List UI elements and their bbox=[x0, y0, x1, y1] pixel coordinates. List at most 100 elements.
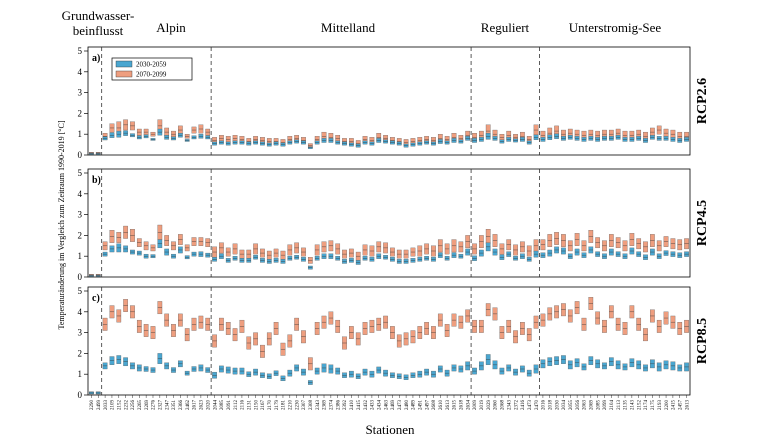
station-label: 2410 bbox=[350, 400, 355, 411]
scenario-label: RCP8.5 bbox=[695, 318, 710, 364]
panel-RCP2.6: 0 1 2 3 4 5 a) RCP2.6 bbox=[78, 46, 711, 160]
station-label: 2276 bbox=[152, 400, 157, 411]
y-tick-label: 4 bbox=[78, 189, 83, 199]
station-label: 2060 bbox=[494, 400, 499, 411]
y-tick-label: 1 bbox=[78, 129, 83, 139]
group-label-reguliert: Reguliert bbox=[481, 20, 530, 35]
panel-frame bbox=[87, 168, 691, 278]
station-label: 2269 bbox=[145, 400, 150, 411]
station-label: 2150 bbox=[254, 400, 259, 411]
station-label: 2497 bbox=[425, 400, 430, 411]
station-label: 2392 bbox=[343, 400, 348, 411]
station-label: 2018 bbox=[548, 400, 553, 411]
station-label: 2181 bbox=[282, 400, 287, 411]
station-label: 2112 bbox=[234, 400, 239, 410]
station-label: 2116 bbox=[241, 400, 246, 410]
y-tick-label: 5 bbox=[78, 46, 83, 56]
station-label: 2029 bbox=[487, 400, 492, 411]
group-labels: Grundwasser- beinflusst Alpin Mittelland… bbox=[62, 8, 662, 38]
station-label: 2434 bbox=[377, 400, 382, 411]
scenario-label: RCP4.5 bbox=[695, 200, 710, 246]
station-label: 2613 bbox=[446, 400, 451, 411]
station-label: 2179 bbox=[275, 400, 280, 411]
station-label: 2307 bbox=[302, 400, 307, 411]
station-label: 2020 bbox=[206, 400, 211, 411]
station-label: 2256 bbox=[131, 400, 136, 411]
station-label: 2091 bbox=[227, 400, 232, 411]
station-label: 2019 bbox=[480, 400, 485, 411]
station-label: 2175 bbox=[651, 400, 656, 411]
y-tick-label: 5 bbox=[78, 168, 83, 178]
station-label: 2193 bbox=[658, 400, 663, 411]
station-label: 2265 bbox=[138, 400, 143, 411]
station-label: 2056 bbox=[576, 400, 581, 411]
y-tick-label: 4 bbox=[78, 307, 83, 317]
legend: 2030-2059 2070-2099 bbox=[111, 57, 193, 81]
station-label: 2470 bbox=[535, 400, 540, 411]
y-tick-label: 0 bbox=[78, 272, 83, 282]
station-label: 2135 bbox=[624, 400, 629, 411]
y-tick-label: 1 bbox=[78, 369, 83, 379]
station-label: 2369 bbox=[323, 400, 328, 411]
panel-tag: b) bbox=[92, 175, 101, 186]
station-label: 2489 bbox=[412, 400, 417, 411]
station-label: 2030 bbox=[555, 400, 560, 411]
panel-tag: a) bbox=[92, 53, 100, 64]
y-tick-label: 2 bbox=[78, 108, 83, 118]
station-label: 2457 bbox=[678, 400, 683, 411]
station-label: 2068 bbox=[501, 400, 506, 411]
station-label: 2232 bbox=[124, 400, 129, 411]
station-label: 2480 bbox=[405, 400, 410, 411]
station-label: 2327 bbox=[159, 400, 164, 411]
station-label: 2343 bbox=[507, 400, 512, 411]
legend-label-2030: 2030-2059 bbox=[136, 61, 167, 69]
station-label: 2386 bbox=[336, 400, 341, 411]
y-tick-label: 0 bbox=[78, 150, 83, 160]
station-label: 2069 bbox=[590, 400, 595, 411]
station-label: 2499 bbox=[97, 400, 102, 411]
station-label: 2308 bbox=[309, 400, 314, 411]
station-label: 2415 bbox=[357, 400, 362, 411]
station-label: 2473 bbox=[398, 400, 403, 411]
panel-RCP8.5: 0 1 2 3 4 5 c) RCP8.5 bbox=[78, 286, 711, 400]
station-label: 2113 bbox=[617, 400, 622, 410]
y-tick-label: 3 bbox=[78, 88, 83, 98]
group-label-unterstromig-see: Unterstromig-See bbox=[569, 20, 662, 35]
panel-frame bbox=[87, 46, 691, 156]
legend-swatch-2070 bbox=[115, 70, 133, 78]
station-label: 2351 bbox=[172, 400, 177, 411]
legend-label-2070: 2070-2099 bbox=[136, 71, 167, 79]
station-label: 2230 bbox=[295, 400, 300, 411]
station-label: 2416 bbox=[521, 400, 526, 411]
station-label: 2343 bbox=[316, 400, 321, 411]
station-label: 2432 bbox=[364, 400, 369, 411]
panel-tag: c) bbox=[92, 293, 100, 304]
panel-frame bbox=[87, 286, 691, 396]
y-tick-label: 1 bbox=[78, 251, 83, 261]
station-label: 2085 bbox=[220, 400, 225, 411]
group-label-grundwasser-line2: beinflusst bbox=[73, 23, 124, 38]
group-label-alpin: Alpin bbox=[156, 20, 186, 35]
station-label: 2152 bbox=[637, 400, 642, 411]
group-label-grundwasser-line1: Grundwasser- bbox=[62, 8, 135, 23]
station-label: 2099 bbox=[603, 400, 608, 411]
station-label: 2374 bbox=[330, 400, 335, 411]
station-label: 2634 bbox=[466, 400, 471, 411]
station-label: 2462 bbox=[186, 400, 191, 411]
station-label: 2615 bbox=[453, 400, 458, 411]
station-label: 2608 bbox=[432, 400, 437, 411]
station-label: 2143 bbox=[631, 400, 636, 411]
station-label: 2170 bbox=[268, 400, 273, 411]
station-label: 2034 bbox=[562, 400, 567, 411]
station-label: 2210 bbox=[289, 400, 294, 411]
station-label: 2044 bbox=[213, 400, 218, 411]
station-label: 2433 bbox=[371, 400, 376, 411]
station-label: 2469 bbox=[391, 400, 396, 411]
station-label: 2372 bbox=[514, 400, 519, 411]
station-label: 2618 bbox=[460, 400, 465, 411]
y-tick-label: 2 bbox=[78, 348, 83, 358]
station-label: 2085 bbox=[596, 400, 601, 411]
y-tick-label: 5 bbox=[78, 286, 83, 296]
station-label: 2463 bbox=[384, 400, 389, 411]
station-label: 2200 bbox=[665, 400, 670, 411]
